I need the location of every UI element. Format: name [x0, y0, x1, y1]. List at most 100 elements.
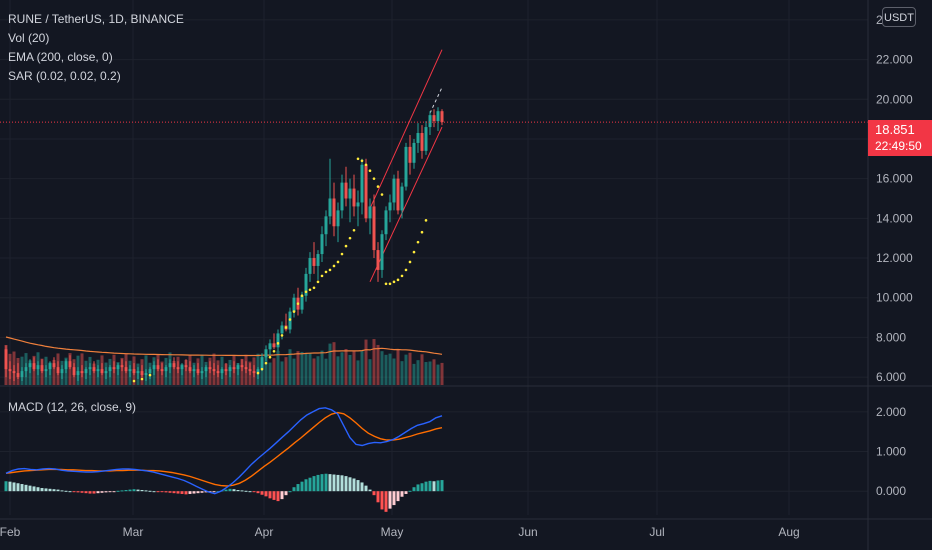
candle-body: [388, 202, 392, 211]
volume-bar: [404, 354, 408, 385]
candle-body: [344, 182, 348, 199]
macd-histogram-bar: [304, 479, 308, 492]
volume-bar: [288, 349, 292, 385]
macd-histogram-bar: [36, 487, 40, 492]
macd-histogram-bar: [236, 489, 240, 492]
candle-body: [228, 367, 232, 372]
macd-histogram-bar: [60, 490, 64, 492]
volume-bar: [272, 358, 276, 385]
candle-body: [304, 273, 308, 296]
candle-body: [368, 206, 372, 219]
price-tick-label: 20.000: [876, 92, 913, 106]
macd-histogram-bar: [232, 489, 236, 492]
volume-bar: [172, 360, 176, 385]
volume-bar: [308, 353, 312, 385]
candle-body: [164, 367, 168, 372]
candle-body: [208, 367, 212, 370]
candle-body: [156, 365, 160, 370]
candle-body: [428, 115, 432, 128]
macd-histogram-bar: [352, 478, 356, 492]
candle-body: [124, 367, 128, 372]
macd-histogram-bar: [432, 481, 436, 492]
candle-body: [432, 115, 436, 122]
macd-histogram-bar: [44, 488, 48, 492]
candle-body: [356, 202, 360, 207]
macd-histogram-bar: [136, 489, 140, 492]
candle-body: [440, 111, 444, 123]
symbol-title[interactable]: RUNE / TetherUS, 1D, BINANCE: [8, 12, 184, 26]
price-tick-label: 16.000: [876, 172, 913, 186]
candle-body: [52, 363, 56, 368]
volume-bar: [436, 364, 440, 385]
ema-indicator-label[interactable]: EMA (200, close, 0): [8, 50, 113, 64]
candle-body: [92, 367, 96, 372]
candle-body: [212, 369, 216, 372]
macd-histogram-bar: [280, 491, 284, 500]
candle-body: [364, 164, 368, 219]
macd-histogram-bar: [12, 482, 16, 492]
candle-body: [152, 365, 156, 370]
sar-dot: [356, 157, 360, 161]
macd-histogram-bar: [116, 490, 120, 492]
macd-histogram-bar: [32, 486, 36, 492]
macd-histogram-bar: [20, 484, 24, 492]
macd-histogram-bar: [144, 490, 148, 492]
candle-body: [348, 188, 352, 199]
sar-dot: [320, 274, 324, 278]
volume-bar: [364, 339, 368, 385]
macd-histogram-bar: [100, 491, 104, 493]
candle-body: [384, 210, 388, 235]
volume-bar: [348, 354, 352, 385]
candle-body: [396, 178, 400, 211]
macd-histogram-bar: [120, 490, 124, 492]
macd-histogram-bar: [228, 488, 232, 492]
sar-dot: [376, 185, 380, 188]
macd-histogram-bar: [356, 480, 360, 492]
candle-body: [240, 365, 244, 368]
macd-indicator-label[interactable]: MACD (12, 26, close, 9): [8, 400, 137, 414]
candle-body: [76, 371, 80, 376]
channel-upper-line: [369, 49, 443, 209]
volume-bar: [92, 363, 96, 385]
volume-bar: [320, 350, 324, 385]
macd-histogram-bar: [428, 480, 432, 492]
candle-body: [300, 295, 304, 310]
currency-button[interactable]: USDT: [882, 7, 916, 27]
sar-indicator-label[interactable]: SAR (0.02, 0.02, 0.2): [8, 69, 121, 83]
macd-histogram-bar: [288, 491, 292, 493]
macd-histogram-bar: [16, 483, 20, 492]
candle-body: [236, 365, 240, 370]
macd-histogram-bar: [348, 477, 352, 492]
sar-dot: [420, 230, 424, 234]
volume-bar: [264, 355, 268, 385]
macd-histogram-bar: [140, 489, 144, 492]
candle-body: [136, 371, 140, 374]
volume-bar: [428, 361, 432, 385]
candle-body: [184, 365, 188, 368]
sar-dot: [140, 377, 144, 381]
candle-body: [244, 367, 248, 370]
macd-tick-label: 2.000: [876, 405, 906, 419]
macd-histogram-bar: [320, 474, 324, 492]
macd-histogram-bar: [244, 490, 248, 492]
candle-body: [180, 365, 184, 370]
sar-dot: [316, 280, 320, 284]
macd-histogram-bar: [312, 476, 316, 492]
macd-histogram-bar: [192, 491, 196, 494]
candle-body: [4, 349, 8, 370]
volume-bar: [368, 359, 372, 385]
candle-body: [332, 198, 336, 227]
macd-histogram-bar: [248, 491, 252, 493]
sar-dot: [296, 302, 300, 305]
candle-body: [64, 361, 68, 370]
candle-body: [424, 127, 428, 151]
macd-histogram-bar: [92, 491, 96, 494]
volume-indicator-label[interactable]: Vol (20): [8, 31, 50, 45]
candle-body: [8, 369, 12, 372]
macd-histogram-bar: [260, 491, 264, 495]
candle-body: [264, 349, 268, 358]
candle-body: [176, 367, 180, 370]
macd-legend: MACD (12, 26, close, 9): [8, 398, 136, 417]
macd-histogram-bar: [296, 484, 300, 492]
